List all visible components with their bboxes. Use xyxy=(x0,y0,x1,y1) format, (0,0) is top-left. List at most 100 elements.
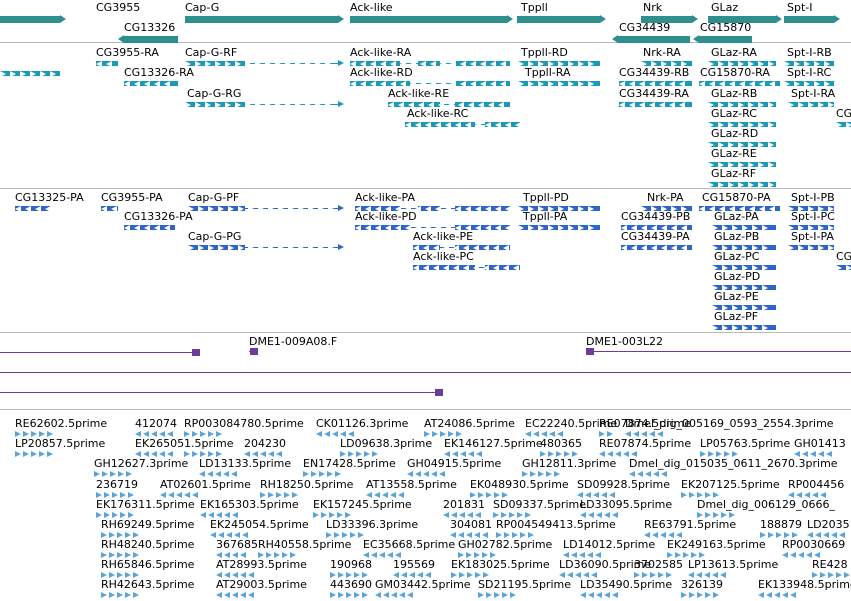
strand-arrow-icon xyxy=(118,35,124,43)
strand-arrow-icon xyxy=(109,572,115,578)
strand-arrow-icon xyxy=(154,224,160,231)
strand-arrow-icon xyxy=(549,431,555,437)
strand-arrow-icon xyxy=(371,552,377,558)
strand-arrow-icon xyxy=(498,101,504,108)
strand-arrow-icon xyxy=(556,451,562,457)
strand-arrow-icon xyxy=(742,244,748,251)
feature-label: Spt-I-PA xyxy=(791,230,834,243)
strand-arrow-icon xyxy=(493,264,499,271)
strand-arrow-icon xyxy=(719,80,725,87)
strand-arrow-icon xyxy=(619,101,625,108)
strand-arrow-icon xyxy=(133,552,139,558)
feature-label: Spt-I-RB xyxy=(787,46,832,59)
strand-arrow-icon xyxy=(558,60,564,67)
strand-arrow-icon xyxy=(372,451,378,457)
strand-arrow-icon xyxy=(612,512,618,518)
strand-arrow-icon xyxy=(824,80,830,87)
strand-arrow-icon xyxy=(758,161,764,168)
strand-arrow-icon xyxy=(330,572,336,578)
clone-end-block xyxy=(586,348,594,355)
intron-line xyxy=(0,392,443,393)
strand-arrow-icon xyxy=(808,101,814,108)
track-divider xyxy=(0,409,851,410)
strand-arrow-icon xyxy=(748,60,754,67)
feature-label: Cap-G-RF xyxy=(185,46,238,59)
strand-arrow-icon xyxy=(669,101,675,108)
strand-arrow-icon xyxy=(776,15,782,23)
strand-arrow-icon xyxy=(415,224,421,231)
strand-arrow-icon xyxy=(619,80,625,87)
strand-arrow-icon xyxy=(188,244,194,251)
strand-arrow-icon xyxy=(458,552,464,558)
strand-arrow-icon xyxy=(443,244,449,251)
strand-arrow-icon xyxy=(587,552,593,558)
strand-arrow-icon xyxy=(675,552,681,558)
strand-arrow-icon xyxy=(724,451,730,457)
strand-arrow-icon xyxy=(604,592,610,598)
strand-arrow-icon xyxy=(588,60,594,67)
strand-arrow-icon xyxy=(540,451,546,457)
strand-arrow-icon xyxy=(502,592,508,598)
strand-arrow-icon xyxy=(124,80,130,87)
strand-arrow-icon xyxy=(350,80,356,87)
strand-arrow-icon xyxy=(708,60,714,67)
exon-block xyxy=(188,205,245,211)
strand-arrow-icon xyxy=(762,324,768,331)
strand-arrow-icon xyxy=(621,224,627,231)
feature-label: CG xyxy=(836,107,851,120)
strand-arrow-icon xyxy=(120,492,126,498)
strand-arrow-icon xyxy=(568,205,574,212)
strand-arrow-icon xyxy=(814,80,820,87)
exon-block xyxy=(185,15,338,23)
strand-arrow-icon xyxy=(96,492,102,498)
strand-arrow-icon xyxy=(571,552,577,558)
strand-arrow-icon xyxy=(503,264,509,271)
strand-arrow-icon xyxy=(839,532,845,538)
strand-arrow-icon xyxy=(513,264,519,271)
strand-arrow-icon xyxy=(340,431,346,437)
strand-arrow-icon xyxy=(242,532,248,538)
strand-arrow-icon xyxy=(200,512,206,518)
strand-arrow-icon xyxy=(240,552,246,558)
intron-line xyxy=(0,352,200,353)
feature-label: GLaz-RE xyxy=(711,147,757,160)
feature-label: LP05763.5prime xyxy=(700,437,791,450)
strand-arrow-icon xyxy=(739,80,745,87)
exon-block xyxy=(350,15,507,23)
strand-arrow-icon xyxy=(836,572,842,578)
strand-arrow-icon xyxy=(558,224,564,231)
strand-arrow-icon xyxy=(448,431,454,437)
strand-arrow-icon xyxy=(232,512,238,518)
strand-arrow-icon xyxy=(704,572,710,578)
strand-arrow-icon xyxy=(425,121,431,128)
strand-arrow-icon xyxy=(15,205,21,212)
strand-arrow-icon xyxy=(405,205,411,212)
feature-label: EK176311.5prime xyxy=(96,498,195,511)
strand-arrow-icon xyxy=(692,15,698,23)
feature-label: GLaz-RD xyxy=(711,127,759,140)
strand-arrow-icon xyxy=(117,592,123,598)
strand-arrow-icon xyxy=(749,205,755,212)
strand-arrow-icon xyxy=(118,471,124,477)
feature-label: EK048930.5prime xyxy=(470,478,569,491)
strand-arrow-icon xyxy=(729,512,735,518)
strand-arrow-icon xyxy=(758,101,764,108)
strand-arrow-icon xyxy=(572,451,578,457)
intron-line xyxy=(0,372,851,373)
strand-arrow-icon xyxy=(768,121,774,128)
strand-arrow-icon xyxy=(615,451,621,457)
strand-arrow-icon xyxy=(564,451,570,457)
feature-label: RP003084780.5prime xyxy=(184,417,304,430)
feature-label: CG34439 xyxy=(619,21,671,34)
strand-arrow-icon xyxy=(794,60,800,67)
feature-label: LD33095.5prime xyxy=(580,498,673,511)
strand-arrow-icon xyxy=(224,572,230,578)
strand-arrow-icon xyxy=(639,80,645,87)
strand-arrow-icon xyxy=(340,451,346,457)
strand-arrow-icon xyxy=(407,592,413,598)
feature-label: Nrk-PA xyxy=(647,191,684,204)
feature-label: 236719 xyxy=(96,478,138,491)
strand-arrow-icon xyxy=(728,141,734,148)
strand-arrow-icon xyxy=(380,80,386,87)
feature-label: CG34439-PA xyxy=(621,230,690,243)
